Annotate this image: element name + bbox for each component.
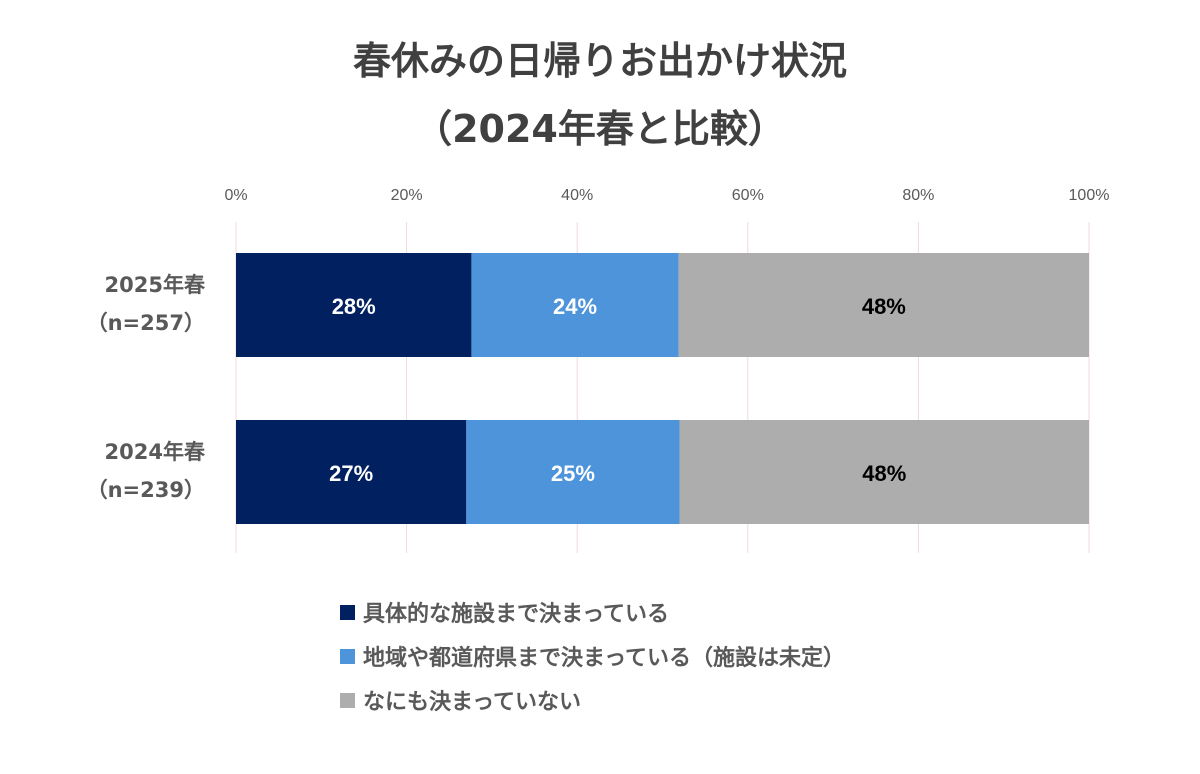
legend-label: 具体的な施設まで決まっている — [363, 602, 670, 627]
category-label: 2025年春 — [105, 273, 206, 297]
legend-label: なにも決まっていない — [363, 690, 582, 715]
legend-swatch — [340, 648, 355, 664]
legend-swatch — [340, 604, 355, 620]
x-tick-label: 20% — [391, 187, 423, 204]
chart-title-line2: （2024年春と比較） — [414, 107, 786, 151]
data-label: 48% — [862, 294, 906, 319]
legend-item: なにも決まっていない — [340, 678, 845, 722]
data-label: 48% — [862, 461, 906, 486]
category-sample-size: （n=239） — [87, 478, 205, 502]
data-label: 27% — [329, 461, 373, 486]
category-sample-size: （n=257） — [87, 311, 205, 335]
bar-segment — [471, 253, 679, 357]
x-tick-label: 40% — [561, 187, 593, 204]
data-label: 28% — [332, 294, 376, 319]
chart-title-line1: 春休みの日帰りお出かけ状況 — [352, 39, 847, 83]
legend: 具体的な施設まで決まっている地域や都道府県まで決まっている（施設は未定） なにも決… — [340, 590, 845, 722]
bar-segment — [236, 420, 467, 524]
bar-segment — [679, 420, 1089, 524]
legend-item: 具体的な施設まで決まっている — [340, 590, 845, 634]
x-tick-label: 80% — [902, 187, 934, 204]
data-label: 25% — [551, 461, 595, 486]
data-label: 24% — [553, 294, 597, 319]
x-tick-label: 0% — [224, 187, 247, 204]
x-tick-label: 60% — [732, 187, 764, 204]
legend-item: 地域や都道府県まで決まっている（施設は未定） — [340, 634, 845, 678]
bar-segment — [466, 420, 680, 524]
category-label: 2024年春 — [105, 440, 206, 464]
legend-swatch — [340, 692, 355, 708]
bar-segment — [678, 253, 1089, 357]
x-tick-label: 100% — [1069, 187, 1110, 204]
bar-segment — [236, 253, 472, 357]
legend-label: 地域や都道府県まで決まっている（施設は未定） — [363, 646, 846, 671]
